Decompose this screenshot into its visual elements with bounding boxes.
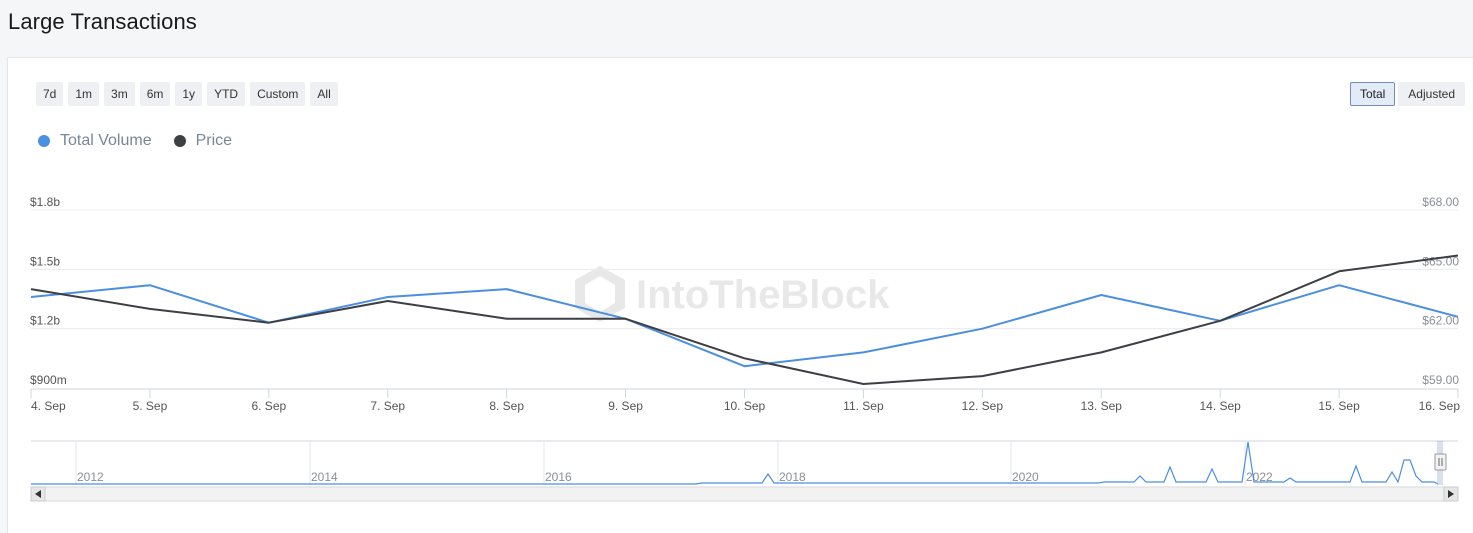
range-button-7d[interactable]: 7d (36, 82, 64, 106)
x-axis-tick-label: 13. Sep (1081, 399, 1123, 413)
right-axis-tick-label: $59.00 (1422, 373, 1459, 387)
navigator-year-label: 2018 (779, 470, 806, 484)
legend-dot-volume (38, 135, 50, 147)
range-button-1m[interactable]: 1m (68, 82, 100, 106)
range-button-1y[interactable]: 1y (175, 82, 203, 106)
left-axis-tick-label: $900m (30, 373, 67, 387)
range-button-custom[interactable]: Custom (250, 82, 306, 106)
mode-adjusted-button[interactable]: Adjusted (1398, 82, 1465, 106)
x-axis-tick-label: 8. Sep (489, 399, 524, 413)
x-axis-tick-label: 11. Sep (843, 399, 884, 413)
x-axis-tick-label: 10. Sep (724, 399, 766, 413)
navigator-series-line (31, 441, 1439, 485)
x-axis-tick-label: 15. Sep (1318, 399, 1360, 413)
navigator-year-label: 2014 (311, 470, 338, 484)
left-axis-tick-label: $1.5b (30, 254, 60, 268)
page-header: Large Transactions (0, 0, 1473, 56)
range-button-all[interactable]: All (310, 82, 338, 106)
left-axis-tick-label: $1.8b (30, 195, 60, 209)
page-title: Large Transactions (8, 9, 197, 34)
navigator-year-label: 2012 (77, 470, 104, 484)
navigator-year-label: 2016 (545, 470, 572, 484)
legend-label-price: Price (195, 132, 233, 149)
right-axis-tick-label: $68.00 (1422, 195, 1459, 209)
series-line-price[interactable] (30, 254, 1459, 385)
x-axis-tick-label: 14. Sep (1199, 399, 1241, 413)
watermark-text: IntoTheBlock (636, 273, 890, 317)
right-axis-tick-label: $65.00 (1422, 254, 1459, 268)
chart-card: 7d 1m 3m 6m 1y YTD Custom All Total Adju… (7, 57, 1473, 533)
x-axis-tick-label: 5. Sep (133, 399, 168, 413)
x-axis-tick-label: 9. Sep (608, 399, 643, 413)
chart-legend: Total Volume Price (38, 132, 232, 150)
left-axis-tick-label: $1.2b (30, 314, 60, 328)
x-axis-tick-label: 16. Sep (1419, 399, 1461, 413)
legend-dot-price (173, 135, 186, 147)
right-axis-tick-label: $62.00 (1422, 314, 1459, 328)
mode-total-button[interactable]: Total (1349, 82, 1396, 106)
navigator-year-label: 2020 (1012, 470, 1039, 484)
range-button-3m[interactable]: 3m (104, 82, 135, 106)
arrow-left-icon (35, 490, 41, 498)
watermark: IntoTheBlock (575, 266, 890, 322)
arrow-right-icon (1448, 490, 1454, 498)
range-button-ytd[interactable]: YTD (207, 82, 246, 106)
legend-item-total-volume[interactable]: Total Volume (38, 132, 152, 150)
watermark-logo-icon (575, 266, 625, 322)
navigator-scrollbar-track[interactable] (30, 486, 1459, 502)
navigator-handle[interactable] (1434, 453, 1447, 471)
range-selector: 7d 1m 3m 6m 1y YTD Custom All (36, 82, 338, 106)
x-axis-tick-label: 12. Sep (962, 399, 1004, 413)
range-button-6m[interactable]: 6m (139, 82, 171, 106)
legend-item-price[interactable]: Price (173, 132, 233, 150)
x-axis-tick-label: 6. Sep (251, 399, 286, 413)
x-axis-tick-label: 4. Sep (31, 399, 66, 413)
legend-label-volume: Total Volume (60, 132, 152, 149)
x-axis-tick-label: 7. Sep (370, 399, 405, 413)
mode-toggle: Total Adjusted (1349, 82, 1465, 106)
